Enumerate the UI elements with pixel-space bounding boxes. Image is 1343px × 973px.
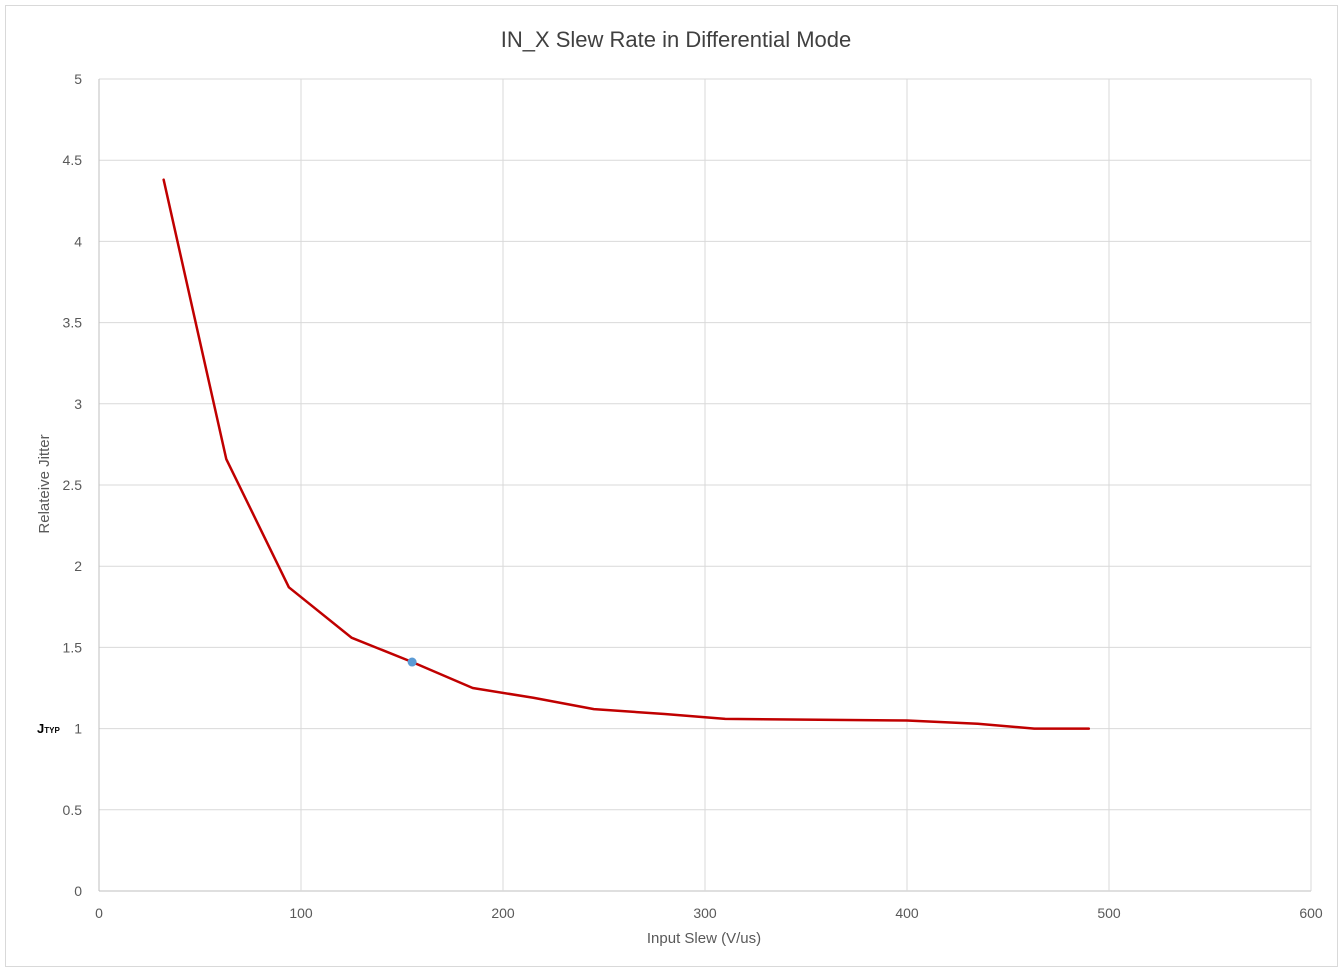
y-tick-label: 2 bbox=[74, 558, 82, 574]
x-tick-label: 100 bbox=[289, 905, 313, 921]
x-tick-label: 600 bbox=[1299, 905, 1323, 921]
y-tick-label: 3 bbox=[74, 396, 82, 412]
y-tick-label: 4.5 bbox=[63, 152, 83, 168]
y-tick-label: 0 bbox=[74, 883, 82, 899]
y-tick-label: 2.5 bbox=[63, 477, 83, 493]
x-tick-label: 500 bbox=[1097, 905, 1121, 921]
gridlines bbox=[98, 78, 1312, 892]
x-tick-label: 200 bbox=[491, 905, 515, 921]
chart-frame bbox=[5, 5, 1338, 967]
y-tick-label: 4 bbox=[74, 233, 82, 249]
y-tick-label: 1 bbox=[74, 721, 82, 737]
jtyp-sub: TYP bbox=[44, 726, 60, 735]
series-line bbox=[162, 178, 1091, 730]
y-tick-label: 5 bbox=[74, 71, 82, 87]
jtyp-annotation: JTYP bbox=[37, 721, 60, 736]
highlight-marker bbox=[407, 657, 417, 667]
x-tick-label: 0 bbox=[95, 905, 103, 921]
x-axis-label: Input Slew (V/us) bbox=[647, 930, 761, 947]
chart-title: IN_X Slew Rate in Differential Mode bbox=[501, 27, 852, 52]
y-axis-label: Relateive Jitter bbox=[36, 434, 53, 533]
x-tick-label: 300 bbox=[693, 905, 717, 921]
series-group bbox=[162, 178, 1091, 730]
jtyp-main: J bbox=[37, 721, 44, 736]
y-tick-label: 1.5 bbox=[63, 639, 83, 655]
x-tick-label: 400 bbox=[895, 905, 919, 921]
tick-labels: 0 0.5 1 1.5 2 2.5 3 3.5 4 4.5 5 0 100 200 300 400 500 600 bbox=[63, 71, 1323, 921]
y-tick-label: 0.5 bbox=[63, 802, 83, 818]
y-tick-label: 3.5 bbox=[63, 315, 83, 331]
